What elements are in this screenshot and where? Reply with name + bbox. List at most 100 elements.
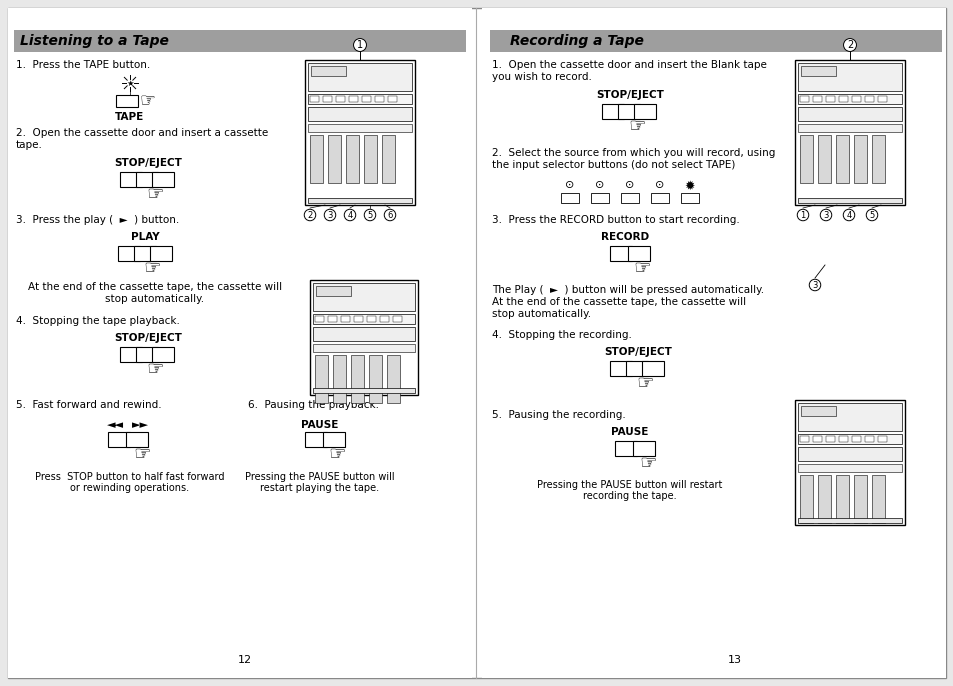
Bar — [323, 432, 345, 447]
Bar — [126, 432, 148, 447]
Bar — [305, 432, 327, 447]
Text: 2: 2 — [307, 211, 313, 220]
Bar — [308, 198, 412, 203]
Bar — [349, 96, 357, 102]
Text: ⊙: ⊙ — [565, 180, 574, 190]
Text: 2.  Open the cassette door and insert a cassette: 2. Open the cassette door and insert a c… — [16, 128, 268, 138]
Text: TAPE: TAPE — [115, 112, 145, 122]
Text: Recording a Tape: Recording a Tape — [510, 34, 643, 48]
Bar — [797, 434, 901, 444]
Text: 5.  Fast forward and rewind.: 5. Fast forward and rewind. — [16, 400, 161, 410]
Text: stop automatically.: stop automatically. — [492, 309, 591, 319]
Text: ☞: ☞ — [639, 454, 656, 473]
Bar — [853, 135, 866, 183]
Bar — [379, 316, 389, 322]
Bar — [393, 316, 401, 322]
Text: 3: 3 — [822, 211, 828, 220]
Text: 3: 3 — [327, 211, 333, 220]
Text: ☞: ☞ — [633, 259, 650, 278]
Bar — [311, 66, 346, 76]
Bar — [150, 246, 172, 261]
Bar — [812, 436, 821, 442]
Text: 3.  Press the play (  ►  ) button.: 3. Press the play ( ► ) button. — [16, 215, 179, 225]
Text: you wish to record.: you wish to record. — [492, 72, 591, 82]
Text: ⊙: ⊙ — [595, 180, 604, 190]
Text: ☞: ☞ — [143, 259, 161, 278]
Text: PLAY: PLAY — [131, 232, 159, 242]
Bar — [851, 96, 861, 102]
Bar — [794, 60, 904, 205]
Text: 5: 5 — [367, 211, 373, 220]
Text: ☞: ☞ — [636, 374, 653, 393]
Text: 1.  Press the TAPE button.: 1. Press the TAPE button. — [16, 60, 150, 70]
Text: Listening to a Tape: Listening to a Tape — [20, 34, 169, 48]
Bar — [120, 172, 142, 187]
Text: ☞: ☞ — [140, 91, 156, 109]
Bar — [625, 361, 647, 376]
Text: or rewinding operations.: or rewinding operations. — [71, 483, 190, 493]
Bar — [14, 30, 465, 52]
Bar — [877, 96, 886, 102]
Text: 5.  Pausing the recording.: 5. Pausing the recording. — [492, 410, 625, 420]
Bar — [313, 283, 415, 311]
Bar — [650, 193, 668, 203]
Bar — [308, 63, 412, 91]
Bar — [800, 436, 808, 442]
Bar — [328, 316, 336, 322]
Bar — [340, 316, 350, 322]
Bar — [800, 475, 812, 523]
Text: 2.  Select the source from which you will record, using: 2. Select the source from which you will… — [492, 148, 775, 158]
Bar — [351, 355, 364, 403]
Bar — [871, 475, 884, 523]
Bar — [315, 286, 351, 296]
Bar — [835, 475, 848, 523]
Bar — [797, 107, 901, 121]
Bar — [314, 355, 328, 403]
Bar — [313, 327, 415, 341]
Text: ☞: ☞ — [628, 117, 645, 136]
Text: 2: 2 — [846, 40, 852, 50]
Bar — [797, 198, 901, 203]
Text: 1: 1 — [356, 40, 363, 50]
Bar — [851, 436, 861, 442]
Text: 4.  Stopping the tape playback.: 4. Stopping the tape playback. — [16, 316, 180, 326]
Text: ⊙: ⊙ — [624, 180, 634, 190]
Text: ☞: ☞ — [133, 445, 151, 464]
Bar — [634, 104, 656, 119]
Text: ⊙: ⊙ — [655, 180, 664, 190]
Bar — [313, 344, 415, 352]
Bar — [328, 135, 340, 183]
Bar — [381, 135, 395, 183]
Bar — [620, 193, 639, 203]
Bar — [305, 60, 415, 205]
Text: restart playing the tape.: restart playing the tape. — [260, 483, 379, 493]
Bar — [108, 432, 130, 447]
Bar — [313, 314, 415, 324]
Text: 6: 6 — [387, 211, 393, 220]
Text: ◄◄: ◄◄ — [107, 420, 123, 430]
Text: 4: 4 — [347, 211, 353, 220]
Bar — [354, 316, 363, 322]
Text: At the end of the cassette tape, the cassette will: At the end of the cassette tape, the cas… — [28, 282, 282, 292]
Bar — [152, 347, 173, 362]
Bar — [797, 403, 901, 431]
Bar — [801, 66, 835, 76]
Bar — [633, 441, 655, 456]
Bar — [609, 361, 631, 376]
Bar — [310, 280, 417, 395]
Bar — [136, 347, 158, 362]
Text: recording the tape.: recording the tape. — [582, 491, 676, 501]
Bar — [680, 193, 699, 203]
Bar — [825, 436, 834, 442]
Bar — [871, 135, 884, 183]
Bar — [116, 95, 138, 107]
Bar — [853, 475, 866, 523]
Bar — [136, 172, 158, 187]
Bar — [335, 96, 345, 102]
Text: 5: 5 — [868, 211, 874, 220]
Bar — [375, 96, 384, 102]
Text: 6.  Pausing the playback.: 6. Pausing the playback. — [248, 400, 378, 410]
Bar — [817, 135, 830, 183]
Text: 3: 3 — [811, 281, 817, 289]
Bar — [864, 96, 873, 102]
